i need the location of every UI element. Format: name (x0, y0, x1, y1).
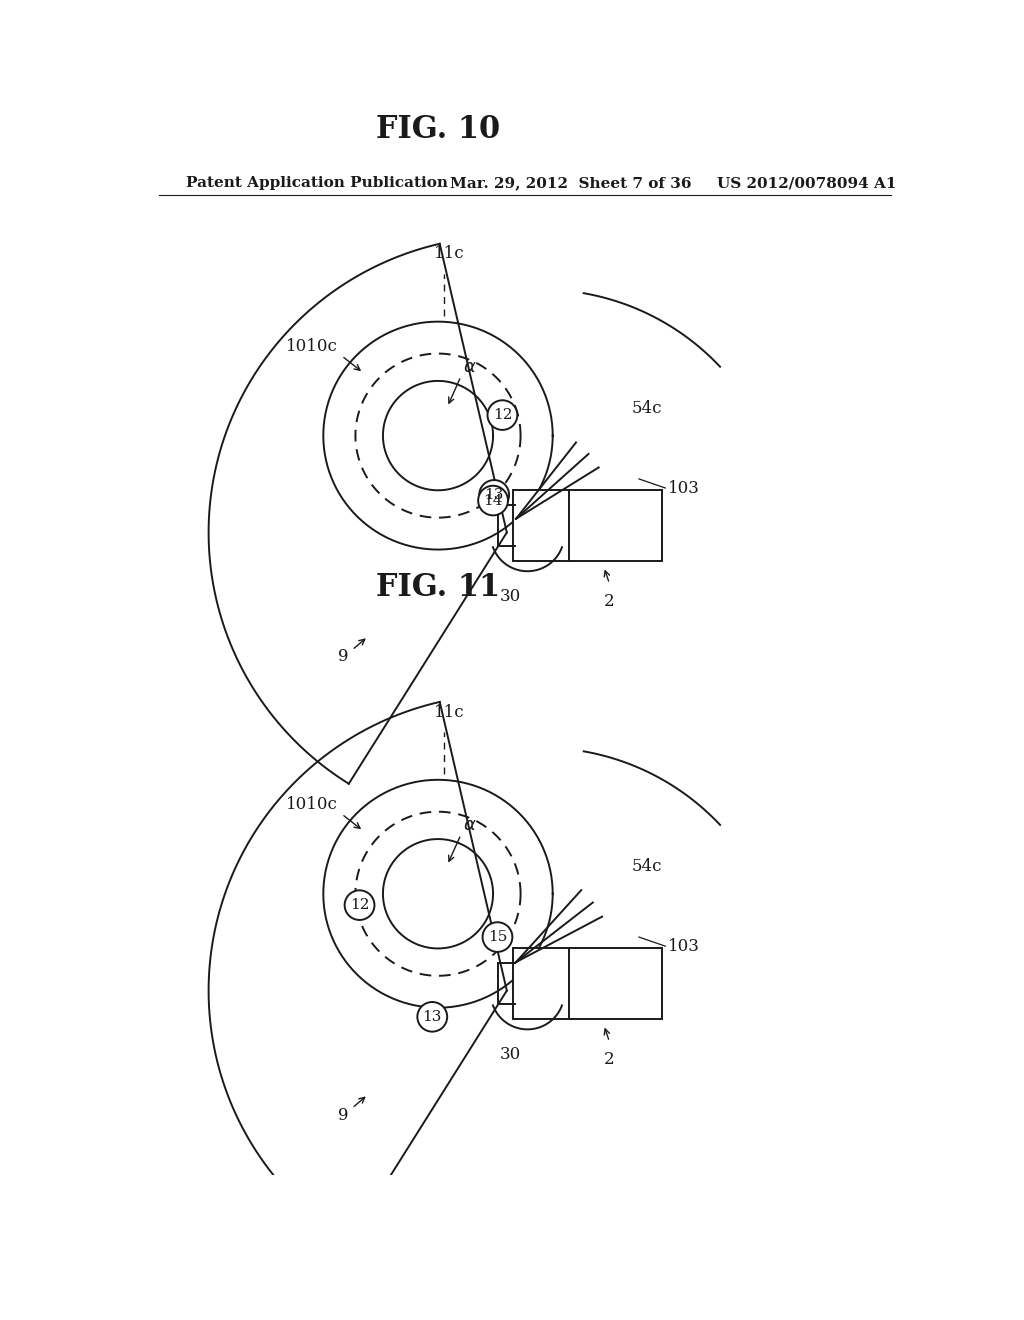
Text: US 2012/0078094 A1: US 2012/0078094 A1 (717, 176, 896, 190)
Text: 103: 103 (668, 479, 699, 496)
Text: 2: 2 (604, 593, 614, 610)
Bar (513, 490, 662, 561)
Text: FIG. 10: FIG. 10 (376, 114, 500, 145)
Text: 30: 30 (500, 589, 521, 606)
Text: 30: 30 (500, 1047, 521, 1064)
Text: 1010c: 1010c (287, 338, 338, 355)
Circle shape (487, 400, 517, 430)
Text: 11c: 11c (434, 246, 465, 263)
Text: $\alpha$: $\alpha$ (463, 358, 477, 376)
Text: 103: 103 (668, 937, 699, 954)
Circle shape (345, 890, 375, 920)
Text: 13: 13 (484, 488, 504, 502)
Text: 15: 15 (487, 931, 507, 944)
Text: 13: 13 (423, 1010, 442, 1024)
Circle shape (479, 480, 509, 510)
Text: $\alpha$: $\alpha$ (463, 816, 477, 834)
Text: 54c: 54c (632, 400, 663, 417)
Text: 9: 9 (338, 1106, 348, 1123)
Circle shape (478, 486, 508, 515)
Text: 1010c: 1010c (287, 796, 338, 813)
Text: 9: 9 (338, 648, 348, 665)
Text: 12: 12 (350, 898, 370, 912)
Text: 11c: 11c (434, 704, 465, 721)
Circle shape (482, 923, 512, 952)
Text: FIG. 11: FIG. 11 (376, 572, 500, 603)
Text: 14: 14 (483, 494, 503, 508)
Circle shape (418, 1002, 447, 1032)
Text: 54c: 54c (632, 858, 663, 875)
Text: 12: 12 (493, 408, 512, 422)
Text: Mar. 29, 2012  Sheet 7 of 36: Mar. 29, 2012 Sheet 7 of 36 (450, 176, 691, 190)
Text: Patent Application Publication: Patent Application Publication (186, 176, 449, 190)
Text: 2: 2 (604, 1051, 614, 1068)
Bar (513, 949, 662, 1019)
